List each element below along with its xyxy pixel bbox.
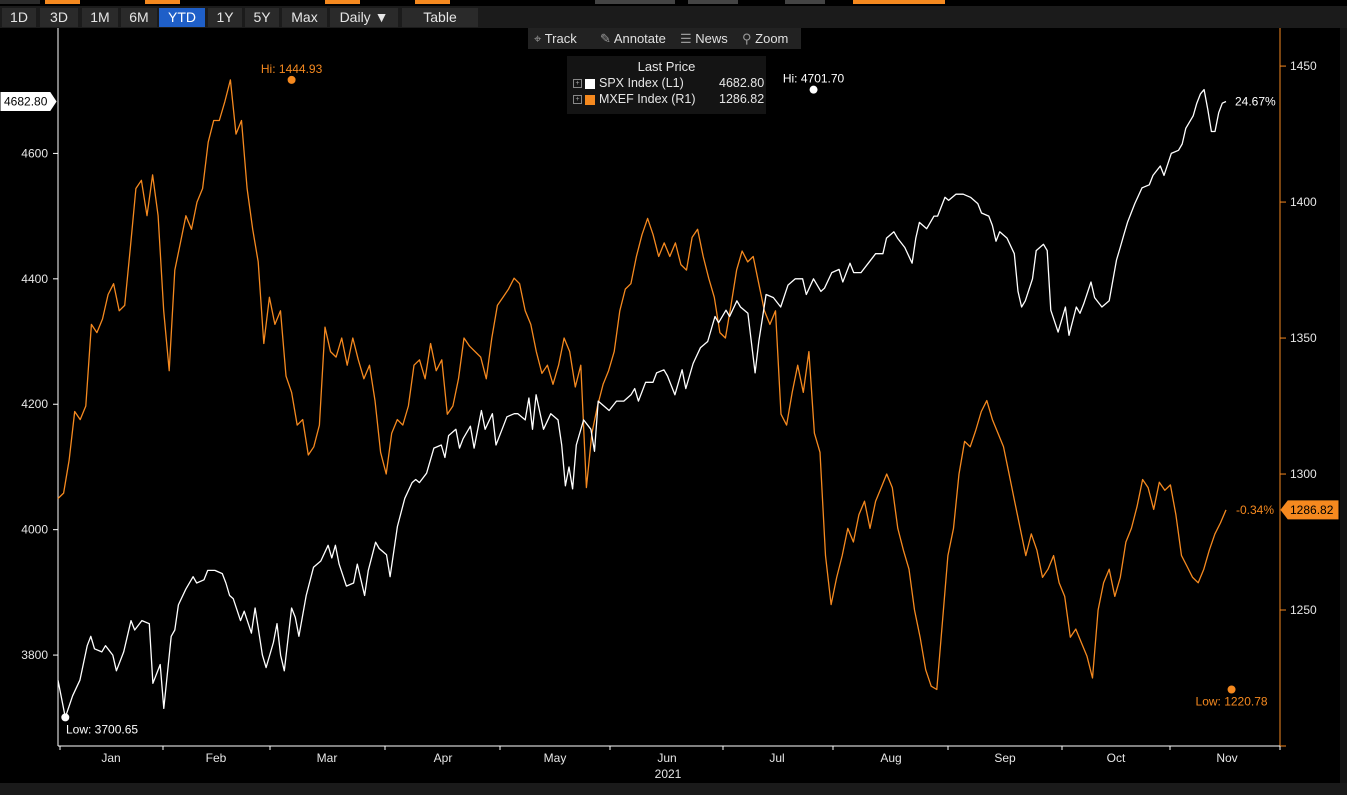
left-tick-label: 3800 (21, 648, 48, 662)
left-tick-label: 4600 (21, 146, 48, 160)
mxef-last-value-text: 1286.82 (1290, 503, 1334, 517)
annotate-tool[interactable]: ✎ Annotate (600, 28, 666, 49)
x-tick-label: Aug (880, 751, 901, 765)
news-label: News (695, 31, 728, 46)
mxef-change-label: -0.34% (1236, 503, 1274, 517)
zoom-label: Zoom (755, 31, 789, 46)
right-tick-label: 1400 (1290, 195, 1317, 209)
range-toolbar: 1D 3D 1M 6M YTD 1Y 5Y Max Daily ▼ Table (0, 6, 1347, 28)
left-tick-label: 4200 (21, 397, 48, 411)
mxef-high-marker (287, 75, 296, 84)
x-tick-label: Feb (206, 751, 227, 765)
x-tick-label: Apr (434, 751, 453, 765)
x-tick-label: Jul (769, 751, 784, 765)
x-tick-label: Sep (994, 751, 1016, 765)
range-button-ytd[interactable]: YTD (159, 8, 205, 27)
legend-value-mxef: 1286.82 (719, 92, 765, 106)
x-tick-label: Nov (1216, 751, 1237, 765)
crosshair-icon: ⌖ (534, 31, 542, 46)
legend-row-spx[interactable]: + SPX Index (L1) 4682.80 (573, 76, 764, 90)
table-button[interactable]: Table (402, 8, 478, 27)
legend-swatch-mxef (585, 94, 595, 105)
spx-high-marker (809, 85, 818, 94)
legend-swatch-spx (585, 78, 595, 89)
left-tick-label: 4400 (21, 272, 48, 286)
vertical-scrollbar[interactable] (1340, 28, 1347, 783)
zoom-tool[interactable]: ⚲ Zoom (742, 28, 788, 49)
range-button-3d[interactable]: 3D (40, 8, 78, 27)
right-tick-label: 1350 (1290, 331, 1317, 345)
chart-tools-bar: ⌖ Track ✎ Annotate ☰ News ⚲ Zoom (528, 28, 801, 49)
expand-icon[interactable]: + (573, 79, 582, 89)
top-status-strip (0, 0, 1347, 6)
pencil-icon: ✎ (600, 31, 611, 46)
annotate-label: Annotate (613, 31, 666, 46)
spx-high-label: Hi: 4701.70 (783, 72, 845, 86)
right-tick-label: 1450 (1290, 59, 1317, 73)
range-button-max[interactable]: Max (282, 8, 327, 27)
x-tick-label: Jan (101, 751, 120, 765)
x-tick-label: Oct (1107, 751, 1126, 765)
mxef-high-label: Hi: 1444.93 (261, 62, 323, 76)
legend-row-mxef[interactable]: + MXEF Index (R1) 1286.82 (573, 92, 764, 106)
x-tick-label: May (544, 751, 567, 765)
series-line-spx (57, 88, 1227, 719)
range-button-1d[interactable]: 1D (2, 8, 36, 27)
legend-title: Last Price (637, 59, 696, 74)
legend-label-spx: SPX Index (L1) (599, 76, 684, 90)
mxef-low-marker (1227, 685, 1236, 694)
spx-change-label: 24.67% (1235, 94, 1276, 108)
expand-icon[interactable]: + (573, 95, 582, 105)
bottom-bar (0, 783, 1347, 795)
spx-low-label: Low: 3700.65 (66, 722, 138, 736)
series-line-mxef (57, 79, 1227, 691)
frequency-dropdown[interactable]: Daily ▼ (330, 8, 398, 27)
x-year-label: 2021 (655, 767, 682, 781)
track-tool[interactable]: ⌖ Track (534, 28, 577, 49)
mxef-low-label: Low: 1220.78 (1196, 694, 1268, 708)
range-button-6m[interactable]: 6M (121, 8, 157, 27)
spx-last-value-text: 4682.80 (4, 94, 48, 108)
left-tick-label: 4000 (21, 523, 48, 537)
range-button-5y[interactable]: 5Y (245, 8, 279, 27)
x-tick-label: Jun (657, 751, 676, 765)
range-button-1y[interactable]: 1Y (208, 8, 242, 27)
spx-last-value-tag (0, 91, 57, 111)
legend-value-spx: 4682.80 (719, 76, 765, 90)
range-button-1m[interactable]: 1M (82, 8, 118, 27)
news-list-icon: ☰ (680, 31, 692, 46)
spx-low-marker (61, 713, 70, 722)
legend-box: Last Price + SPX Index (L1) 4682.80 + MXEF… (567, 56, 766, 114)
legend-label-mxef: MXEF Index (R1) (599, 92, 696, 106)
track-label: Track (544, 31, 577, 46)
news-tool[interactable]: ☰ News (680, 28, 728, 49)
magnifier-icon: ⚲ (742, 31, 752, 46)
x-tick-label: Mar (317, 751, 338, 765)
right-tick-label: 1300 (1290, 467, 1317, 481)
mxef-last-value-tag (1280, 500, 1339, 520)
right-tick-label: 1250 (1290, 603, 1317, 617)
